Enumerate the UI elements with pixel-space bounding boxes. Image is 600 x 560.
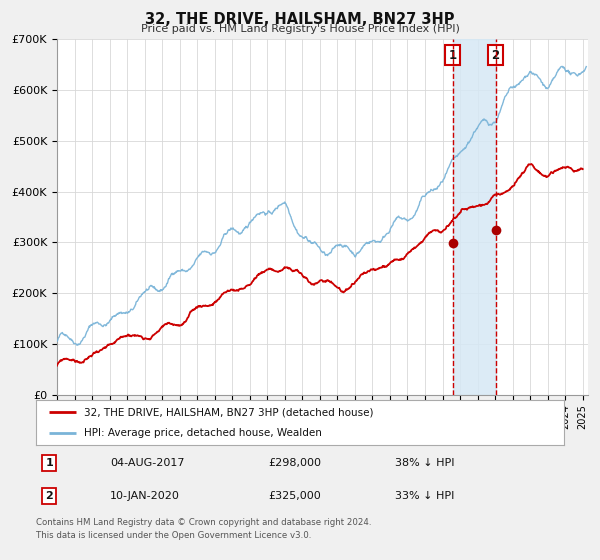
Text: 38% ↓ HPI: 38% ↓ HPI (395, 458, 455, 468)
Text: Price paid vs. HM Land Registry's House Price Index (HPI): Price paid vs. HM Land Registry's House … (140, 24, 460, 34)
Text: Contains HM Land Registry data © Crown copyright and database right 2024.
This d: Contains HM Land Registry data © Crown c… (36, 518, 371, 539)
Text: 32, THE DRIVE, HAILSHAM, BN27 3HP (detached house): 32, THE DRIVE, HAILSHAM, BN27 3HP (detac… (83, 408, 373, 418)
Text: 2: 2 (46, 491, 53, 501)
Bar (453, 39, 496, 395)
Text: 1: 1 (449, 49, 457, 62)
Text: 33% ↓ HPI: 33% ↓ HPI (395, 491, 454, 501)
Text: 2: 2 (491, 49, 500, 62)
Text: HPI: Average price, detached house, Wealden: HPI: Average price, detached house, Weal… (83, 428, 322, 438)
Text: £325,000: £325,000 (268, 491, 321, 501)
Text: £298,000: £298,000 (268, 458, 322, 468)
Text: 1: 1 (46, 458, 53, 468)
Text: 04-AUG-2017: 04-AUG-2017 (110, 458, 184, 468)
Text: 10-JAN-2020: 10-JAN-2020 (110, 491, 180, 501)
Text: 32, THE DRIVE, HAILSHAM, BN27 3HP: 32, THE DRIVE, HAILSHAM, BN27 3HP (145, 12, 455, 27)
